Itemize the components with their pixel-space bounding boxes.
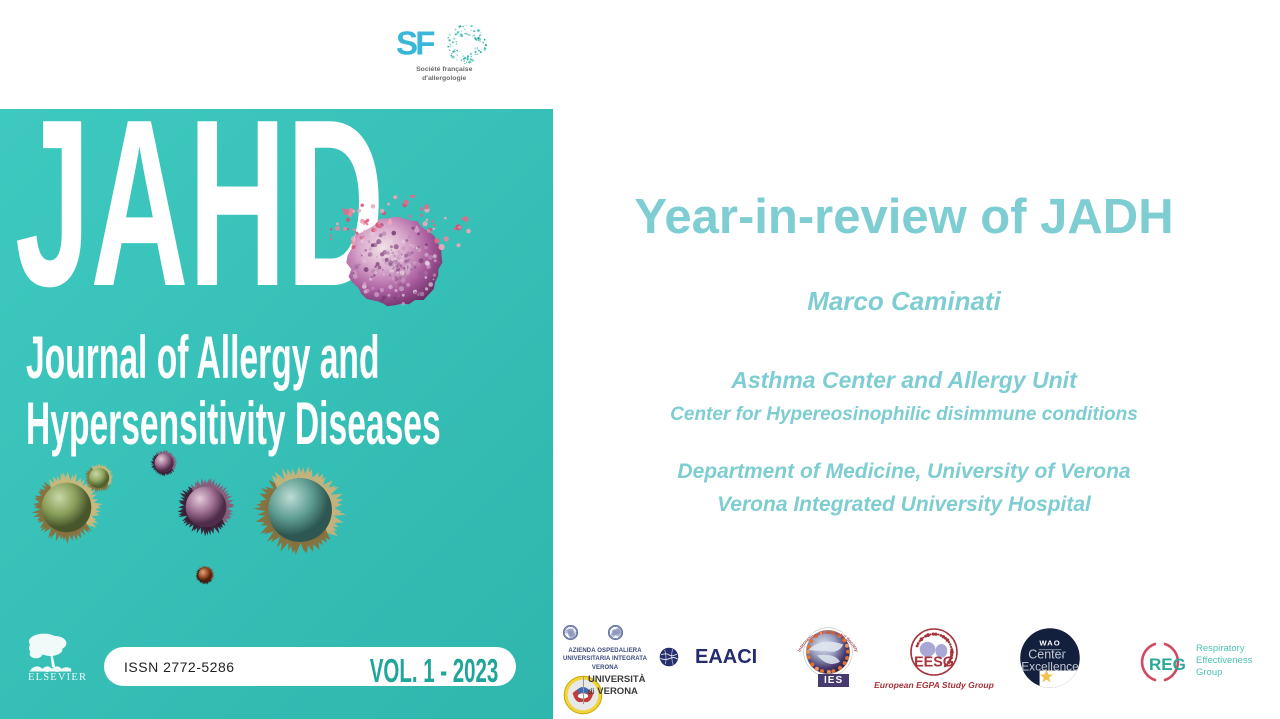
svg-text:EESG: EESG [914,654,954,670]
svg-text:WAO: WAO [1039,639,1060,648]
svg-text:Excellence: Excellence [1021,659,1079,673]
